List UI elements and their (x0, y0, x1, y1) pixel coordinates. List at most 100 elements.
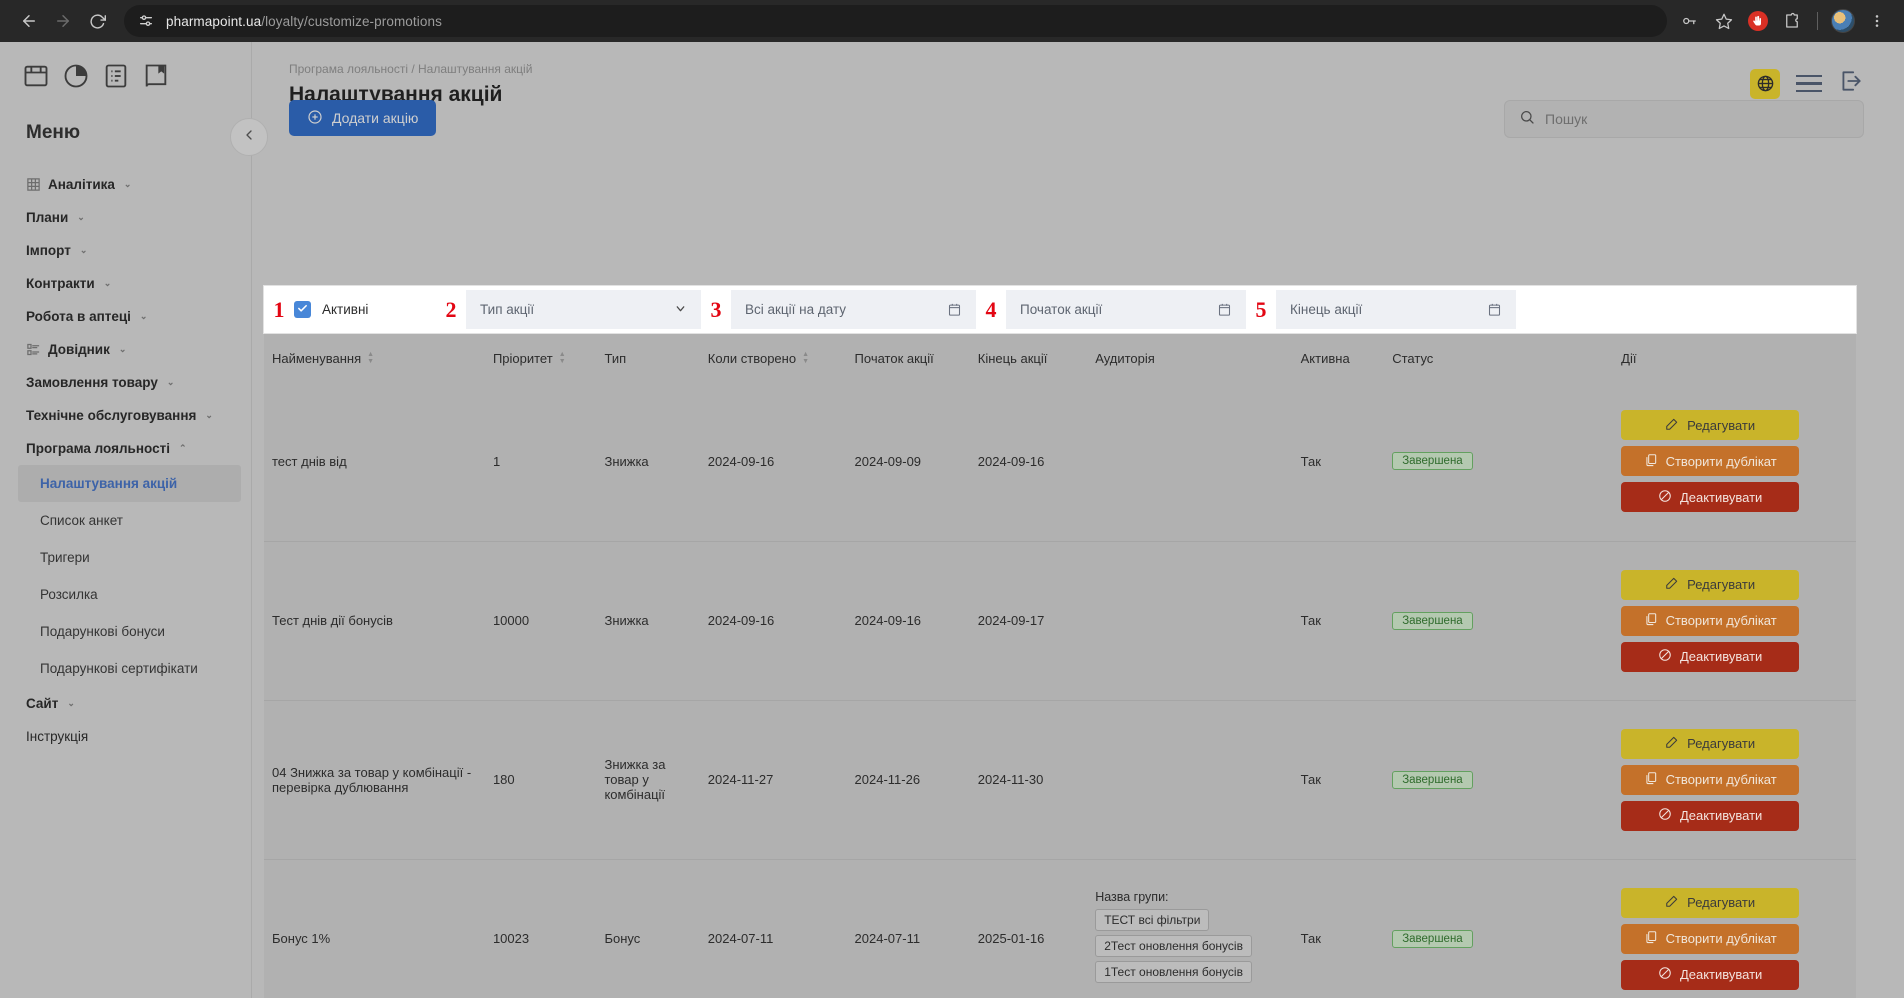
sidebar-item-directory[interactable]: Довідник ⌄ (0, 333, 251, 366)
edit-button[interactable]: Редагувати (1621, 569, 1800, 600)
sidebar-item-import[interactable]: Імпорт ⌄ (0, 234, 251, 267)
url-host: pharmapoint.ua (166, 13, 262, 29)
start-date-input[interactable]: Початок акції (1006, 290, 1246, 329)
hand-extension-icon[interactable] (1743, 6, 1773, 36)
sort-icon[interactable]: ▲ ▼ (558, 351, 566, 365)
duplicate-button[interactable]: Створити дублікат (1621, 446, 1800, 477)
book-icon[interactable] (142, 62, 170, 90)
address-bar[interactable]: pharmapoint.ua/loyalty/customize-promoti… (124, 5, 1667, 37)
tune-icon[interactable] (138, 13, 154, 29)
pie-chart-icon[interactable] (62, 62, 90, 90)
sort-icon[interactable]: ▲ ▼ (802, 351, 810, 365)
duplicate-label: Створити дублікат (1665, 613, 1777, 628)
edit-button[interactable]: Редагувати (1621, 887, 1800, 918)
avatar-icon[interactable] (1828, 6, 1858, 36)
key-icon[interactable] (1675, 6, 1705, 36)
column-label: Найменування (272, 351, 362, 366)
document-icon[interactable] (102, 62, 130, 90)
cell-end: 2024-09-17 (977, 540, 1096, 700)
cell-end: 2024-11-30 (977, 699, 1096, 859)
table-row[interactable]: тест днів від 1 Знижка 2024-09-16 2024-0… (264, 382, 1856, 541)
sidebar-item-mailing[interactable]: Розсилка (40, 587, 98, 602)
sidebar-item-contracts[interactable]: Контракти ⌄ (0, 267, 251, 300)
edit-label: Редагувати (1687, 417, 1756, 433)
filter-start-date[interactable]: 4 Початок акції (976, 286, 1246, 333)
edit-label: Редагувати (1687, 736, 1756, 751)
hamburger-icon[interactable] (1796, 74, 1822, 93)
puzzle-icon[interactable] (1777, 6, 1807, 36)
cell-audience (1095, 540, 1301, 700)
deactivate-button[interactable]: Деактивувати (1621, 641, 1800, 672)
filter-all-promotions-on-date[interactable]: 3 Всі акції на дату (701, 286, 976, 333)
audience-tag: ТЕСТ всі фільтри (1095, 909, 1294, 935)
deactivate-button[interactable]: Деактивувати (1621, 800, 1800, 831)
calendar-icon[interactable] (1487, 302, 1502, 317)
search-input[interactable]: Пошук (1504, 100, 1864, 138)
promotion-type-select[interactable]: Тип акції (466, 290, 701, 329)
edit-button[interactable]: Редагувати (1621, 410, 1800, 441)
table-row[interactable]: 04 Знижка за товар у комбінації - переві… (264, 699, 1856, 859)
add-promotion-label: Додати акцію (332, 110, 419, 126)
end-date-input[interactable]: Кінець акції (1276, 290, 1516, 329)
duplicate-button[interactable]: Створити дублікат (1621, 605, 1800, 636)
cell-name: тест днів від (272, 453, 347, 469)
sidebar-item-goods-order[interactable]: Замовлення товару ⌄ (0, 366, 251, 399)
duplicate-button[interactable]: Створити дублікат (1621, 923, 1800, 954)
sidebar-item-loyalty-program[interactable]: Програма лояльності ⌃ (0, 432, 251, 465)
chevron-down-icon: ⌄ (103, 278, 112, 288)
status-badge: Завершена (1392, 929, 1473, 948)
chevron-down-icon: ⌄ (205, 410, 213, 420)
deactivate-label: Деактивувати (1679, 967, 1763, 983)
cell-start: 2024-09-09 (854, 453, 922, 469)
sidebar-item-instruction[interactable]: Інструкція (0, 720, 251, 753)
sidebar-item-maintenance[interactable]: Технічне обслуговування ⌄ (0, 399, 251, 432)
cell-created: 2024-09-16 (707, 540, 855, 700)
cell-priority: 180 (492, 699, 605, 859)
table-row[interactable]: Бонус 1% 10023 Бонус 2024-07-11 2024-07-… (264, 858, 1856, 998)
duplicate-button[interactable]: Створити дублікат (1621, 764, 1800, 795)
active-checkbox[interactable] (294, 301, 311, 318)
sidebar-item-promotions-settings[interactable]: Налаштування акцій (18, 465, 241, 502)
sidebar-item-site[interactable]: Сайт ⌄ (0, 687, 251, 720)
all-promotions-date-input[interactable]: Всі акції на дату (731, 290, 976, 329)
reload-icon[interactable] (80, 4, 114, 38)
calendar-icon[interactable] (1217, 302, 1232, 317)
sidebar-item-label: Сайт (26, 696, 59, 711)
sidebar-item-triggers[interactable]: Тригери (40, 550, 90, 565)
column-header-name[interactable]: Найменування ▲ ▼ (264, 333, 493, 382)
filter-bar: 1 Активні 2 Тип акції 3 Всі акції на дат… (264, 286, 1856, 333)
sidebar-item-analytics[interactable]: Аналітика ⌄ (0, 168, 251, 201)
cell-actions: Редагувати Створити дублікат Деактивуват… (1621, 858, 1856, 998)
filter-end-date[interactable]: 5 Кінець акції (1246, 286, 1516, 333)
edit-button[interactable]: Редагувати (1621, 728, 1800, 759)
deactivate-button[interactable]: Деактивувати (1621, 959, 1800, 990)
logout-icon[interactable] (1838, 68, 1864, 99)
sidebar-collapse-button[interactable] (230, 118, 268, 156)
cell-created: 2024-11-27 (707, 699, 855, 859)
star-icon[interactable] (1709, 6, 1739, 36)
column-header-created[interactable]: Коли створено ▲ ▼ (708, 333, 855, 382)
calendar-icon[interactable] (947, 302, 962, 317)
chevron-down-icon: ⌄ (139, 311, 148, 321)
column-header-priority[interactable]: Пріоритет ▲ ▼ (493, 333, 605, 382)
row-action-group: Редагувати Створити дублікат Деактивуват… (1621, 728, 1850, 831)
column-header-start: Початок акції (855, 333, 978, 382)
globe-icon[interactable] (1750, 68, 1780, 99)
table-row[interactable]: Тест днів дії бонусів 10000 Знижка 2024-… (264, 540, 1856, 700)
sidebar-item-gift-certificates[interactable]: Подарункові сертифікати (40, 661, 198, 676)
copy-icon (1644, 930, 1658, 947)
archive-icon[interactable] (22, 62, 50, 90)
filter-active[interactable]: 1 Активні (264, 286, 436, 333)
sort-icon[interactable]: ▲ ▼ (367, 351, 375, 365)
sidebar-item-pharmacy-work[interactable]: Робота в аптеці ⌄ (0, 300, 251, 333)
sidebar-menu: Аналітика ⌄ Плани ⌄ Імпорт ⌄ Контракти ⌄… (0, 168, 251, 753)
forward-arrow-icon[interactable] (46, 4, 80, 38)
sidebar-item-gift-bonuses[interactable]: Подарункові бонуси (40, 624, 165, 639)
sidebar-item-forms-list[interactable]: Список анкет (40, 513, 123, 528)
filter-type[interactable]: 2 Тип акції (436, 286, 701, 333)
kebab-menu-icon[interactable] (1862, 6, 1892, 36)
sidebar-item-plans[interactable]: Плани ⌄ (0, 201, 251, 234)
deactivate-button[interactable]: Деактивувати (1621, 482, 1800, 513)
back-arrow-icon[interactable] (12, 4, 46, 38)
add-promotion-button[interactable]: Додати акцію (289, 100, 437, 136)
